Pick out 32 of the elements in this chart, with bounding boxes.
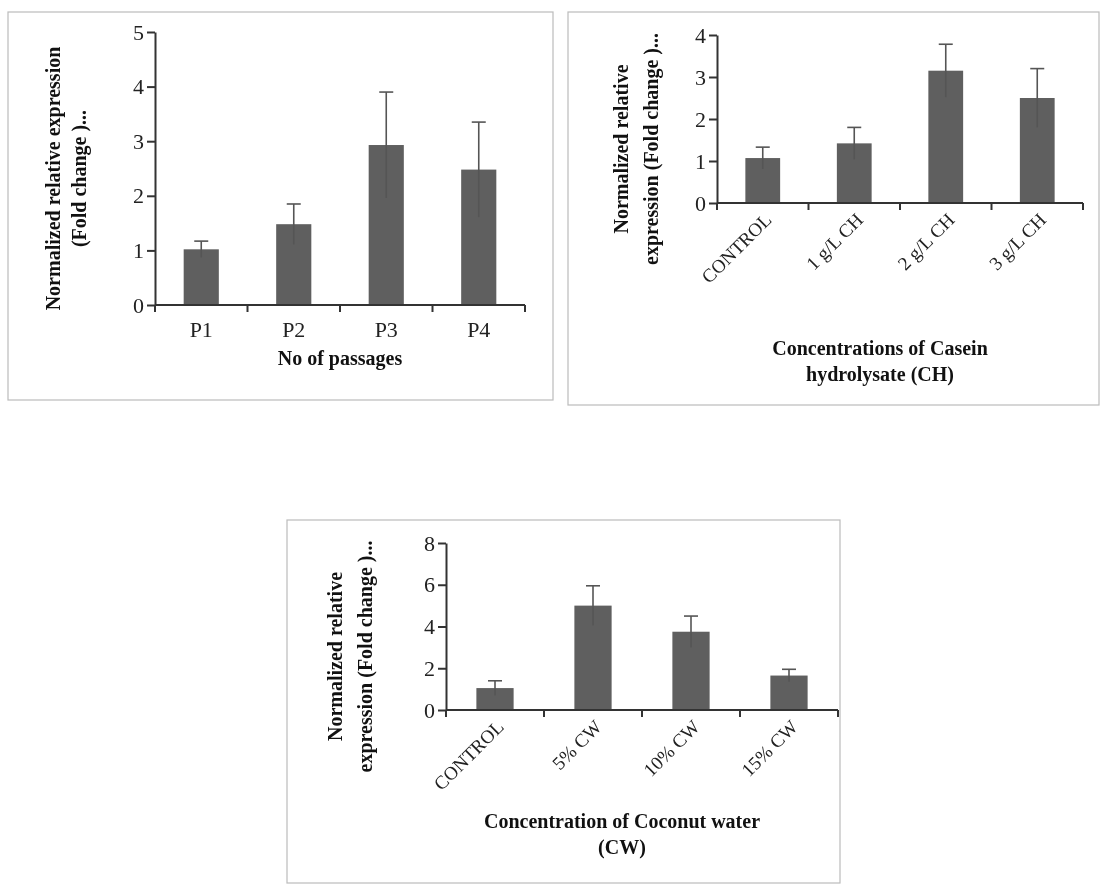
x-tick-label: 15% CW — [737, 715, 802, 781]
x-tick-label: 1 g/L CH — [801, 208, 868, 275]
x-axis-title: Concentration of Coconut water (CW) — [483, 810, 761, 859]
y-tick-label: 4 — [695, 22, 706, 48]
y-tick-label: 2 — [133, 183, 144, 209]
y-axis-title: Normalized relative expression (Fold change )... — [324, 540, 377, 773]
x-axis-title: No of passages — [277, 347, 403, 370]
y-tick-label: 0 — [424, 697, 435, 723]
x-tick-label: 2 g/L CH — [893, 208, 959, 275]
y-tick-label: 2 — [424, 655, 435, 681]
y-tick-label: 5 — [133, 19, 144, 45]
y-axis-title: Normalized relative expression (Fold change )... — [42, 46, 91, 311]
y-tick-label: 2 — [695, 106, 706, 132]
y-tick-label: 1 — [695, 148, 706, 174]
y-tick-label: 1 — [133, 237, 144, 263]
x-axis-title: Concentrations of Casein hydrolysate (CH) — [772, 337, 988, 386]
x-tick-label: 10% CW — [639, 715, 704, 781]
y-tick-label: 6 — [424, 572, 435, 598]
x-tick-label: 3 g/L CH — [984, 208, 1051, 275]
x-tick-label: P1 — [189, 317, 213, 342]
x-tick-label: 5% CW — [548, 715, 606, 774]
y-tick-label: 0 — [133, 292, 144, 318]
x-tick-label: P3 — [374, 317, 398, 342]
y-tick-label: 4 — [133, 74, 144, 100]
x-tick-label: P2 — [282, 317, 306, 342]
y-axis-title: Normalized relative expression (Fold change )... — [610, 33, 663, 265]
y-tick-label: 4 — [424, 614, 435, 640]
y-tick-label: 3 — [133, 128, 144, 154]
x-tick-label: P4 — [467, 317, 491, 342]
y-tick-label: 8 — [424, 530, 435, 556]
y-tick-label: 3 — [695, 64, 706, 90]
y-tick-label: 0 — [695, 190, 706, 216]
